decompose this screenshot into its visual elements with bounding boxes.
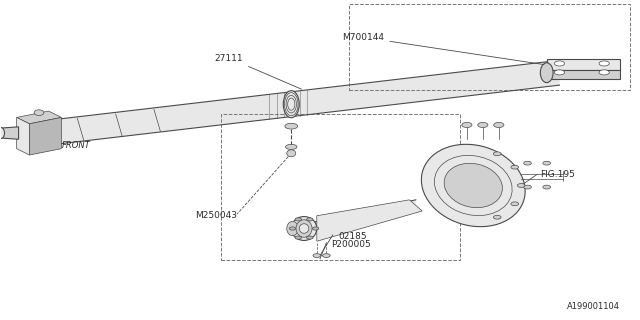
Text: 02185: 02185 bbox=[338, 232, 367, 241]
Circle shape bbox=[295, 236, 301, 239]
Circle shape bbox=[312, 227, 319, 230]
Polygon shape bbox=[52, 60, 559, 145]
Circle shape bbox=[307, 218, 313, 221]
Circle shape bbox=[477, 123, 488, 127]
Bar bbox=[349, 4, 630, 90]
Circle shape bbox=[323, 254, 330, 258]
Circle shape bbox=[543, 161, 550, 165]
Circle shape bbox=[493, 215, 501, 219]
Ellipse shape bbox=[540, 63, 553, 83]
Circle shape bbox=[511, 202, 518, 206]
Ellipse shape bbox=[284, 91, 300, 118]
Circle shape bbox=[289, 227, 296, 230]
Polygon shape bbox=[29, 117, 61, 155]
Polygon shape bbox=[547, 59, 620, 70]
Circle shape bbox=[493, 123, 504, 127]
Ellipse shape bbox=[34, 110, 44, 116]
Circle shape bbox=[524, 161, 531, 165]
Ellipse shape bbox=[291, 217, 317, 240]
Ellipse shape bbox=[287, 221, 298, 236]
Circle shape bbox=[543, 185, 550, 189]
Ellipse shape bbox=[444, 163, 502, 208]
Text: FIG.195: FIG.195 bbox=[540, 170, 575, 179]
Ellipse shape bbox=[287, 150, 296, 157]
Bar bbox=[221, 114, 461, 260]
Text: A199001104: A199001104 bbox=[567, 302, 620, 311]
Circle shape bbox=[313, 254, 321, 258]
Polygon shape bbox=[547, 70, 620, 79]
Text: P200005: P200005 bbox=[332, 240, 371, 249]
Polygon shape bbox=[317, 200, 422, 241]
Ellipse shape bbox=[300, 224, 309, 233]
Circle shape bbox=[462, 123, 472, 127]
Ellipse shape bbox=[285, 144, 297, 149]
Circle shape bbox=[517, 184, 525, 188]
Ellipse shape bbox=[296, 220, 312, 237]
Circle shape bbox=[599, 61, 609, 66]
Text: 27111: 27111 bbox=[214, 53, 301, 89]
Circle shape bbox=[511, 165, 518, 169]
Circle shape bbox=[554, 61, 564, 66]
Circle shape bbox=[554, 70, 564, 75]
Polygon shape bbox=[17, 111, 61, 124]
Ellipse shape bbox=[0, 127, 4, 139]
Circle shape bbox=[599, 70, 609, 75]
Polygon shape bbox=[314, 200, 416, 232]
Ellipse shape bbox=[421, 144, 525, 227]
Circle shape bbox=[524, 185, 531, 189]
Polygon shape bbox=[1, 127, 19, 139]
Text: M700144: M700144 bbox=[342, 33, 544, 65]
Polygon shape bbox=[17, 117, 29, 155]
Ellipse shape bbox=[285, 123, 298, 129]
Text: FRONT: FRONT bbox=[61, 141, 90, 150]
Circle shape bbox=[295, 218, 301, 221]
Text: M250043: M250043 bbox=[195, 211, 237, 220]
Circle shape bbox=[493, 152, 501, 156]
Circle shape bbox=[307, 236, 313, 239]
